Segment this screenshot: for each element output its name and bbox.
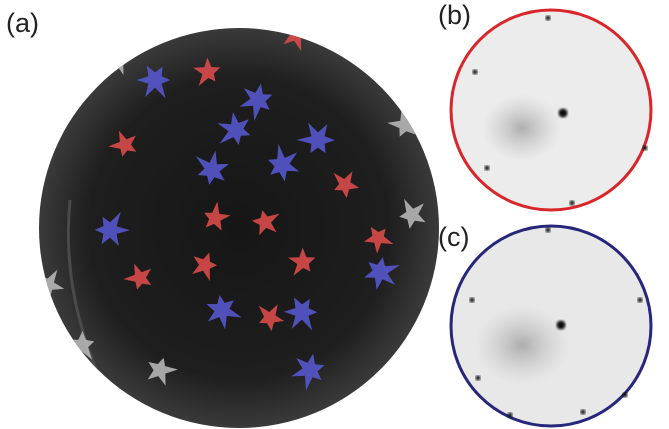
spot bbox=[623, 393, 628, 398]
diffuse-background bbox=[474, 305, 570, 385]
spot bbox=[485, 166, 490, 171]
panel-label: (b) bbox=[438, 0, 471, 30]
spot bbox=[643, 146, 648, 151]
page: (a) (b) (c) (() => { const data = JSON.p… bbox=[0, 0, 669, 429]
spot bbox=[546, 16, 551, 21]
microscopy-image bbox=[39, 28, 439, 428]
spot bbox=[638, 298, 643, 303]
spot bbox=[570, 201, 575, 206]
figure: (a) (b) (c) bbox=[0, 0, 669, 429]
diffuse-background bbox=[482, 94, 562, 162]
spot bbox=[473, 70, 478, 75]
panel-label: (c) bbox=[438, 222, 469, 252]
spot bbox=[557, 321, 566, 330]
spot bbox=[470, 298, 475, 303]
spot bbox=[559, 109, 568, 118]
spot bbox=[508, 413, 513, 418]
spot bbox=[581, 410, 586, 415]
spot bbox=[546, 228, 551, 233]
panel-label: (a) bbox=[6, 8, 39, 38]
island-unmarked bbox=[113, 15, 142, 47]
spot bbox=[476, 376, 481, 381]
